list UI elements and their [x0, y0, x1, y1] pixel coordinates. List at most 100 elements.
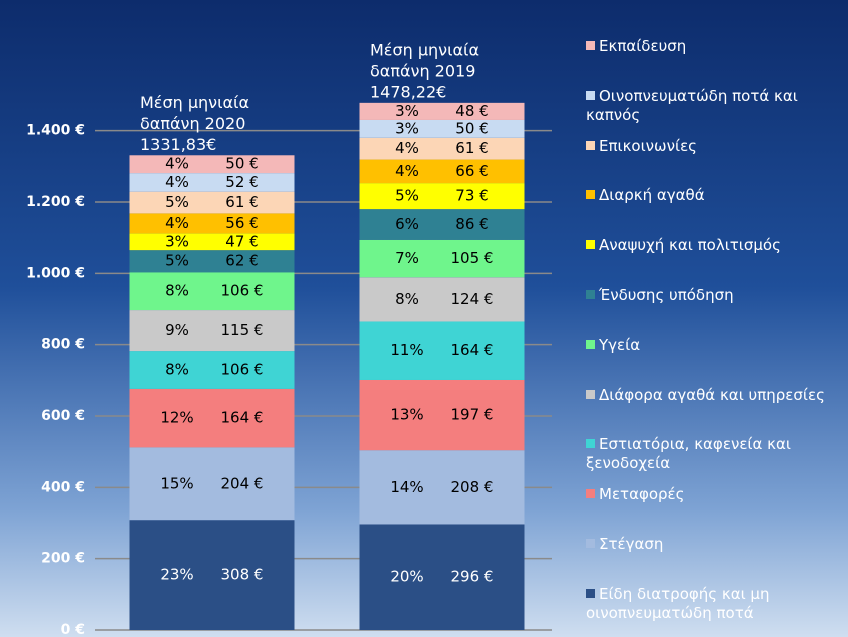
percent-label: 8% [165, 360, 189, 378]
legend-label: Υγεία [599, 335, 641, 354]
percent-label: 4% [165, 155, 189, 173]
bar-segment [359, 321, 525, 380]
legend-label: Επικοινωνίες [599, 136, 697, 155]
legend-swatch [586, 389, 595, 399]
legend-item: Είδη διατροφής και μη οινοπνευματώδη ποτ… [586, 585, 844, 623]
legend-item: Επικοινωνίες [586, 137, 844, 156]
percent-label: 20% [390, 568, 423, 586]
percent-label: 7% [395, 249, 419, 267]
y-tick-label: 0 € [61, 622, 85, 637]
percent-label: 23% [160, 566, 193, 584]
value-label: 86 € [455, 215, 488, 233]
legend-swatch [586, 240, 595, 250]
bar-segment [359, 137, 525, 160]
legend-item: Διάφορα αγαθά και υπηρεσίες [586, 386, 844, 405]
value-label: 164 € [221, 409, 264, 427]
legend-swatch [586, 140, 595, 150]
legend-item: Μεταφορές [586, 485, 844, 504]
bar-segment [359, 450, 525, 525]
percent-label: 5% [165, 252, 189, 270]
legend-item: Εκπαίδευση [586, 37, 844, 56]
legend-swatch [586, 588, 595, 598]
value-label: 66 € [455, 162, 488, 180]
bar-segment [129, 213, 295, 234]
percent-label: 15% [160, 474, 193, 492]
bar-segment [129, 388, 295, 448]
bar-segment [359, 159, 525, 184]
value-label: 197 € [451, 406, 494, 424]
y-tick-label: 1.200 € [26, 194, 85, 210]
value-label: 208 € [451, 478, 494, 496]
value-label: 61 € [455, 139, 488, 157]
category-label: δαπάνη 2019 [370, 61, 475, 80]
y-tick-label: 600 € [41, 408, 85, 424]
legend-label: Διάφορα αγαθά και υπηρεσίες [599, 385, 825, 404]
category-label: δαπάνη 2020 [140, 114, 245, 133]
percent-label: 4% [395, 139, 419, 157]
legend-item: Οινοπνευματώδη ποτά και καπνός [586, 87, 844, 125]
category-label: Μέση μηνιαία [140, 93, 249, 112]
percent-label: 6% [395, 215, 419, 233]
y-tick-label: 400 € [41, 479, 85, 495]
percent-label: 4% [165, 173, 189, 191]
percent-label: 3% [395, 119, 419, 137]
value-label: 204 € [221, 474, 264, 492]
legend-item: Υγεία [586, 336, 844, 355]
value-label: 164 € [451, 341, 494, 359]
value-label: 47 € [225, 232, 258, 250]
legend-label: Εστιατόρια, καφενεία και ξενοδοχεία [586, 435, 791, 473]
value-label: 56 € [225, 214, 258, 232]
bar-segment [129, 233, 295, 251]
value-label: 106 € [221, 360, 264, 378]
bar-segment [129, 520, 295, 630]
bar-segment [359, 119, 525, 138]
value-label: 73 € [455, 187, 488, 205]
legend-label: Εκπαίδευση [599, 37, 687, 55]
value-label: 52 € [225, 173, 258, 191]
value-label: 62 € [225, 252, 258, 270]
legend-label: Αναψυχή και πολιτισμός [599, 236, 781, 255]
percent-label: 9% [165, 321, 189, 339]
legend-swatch [586, 489, 595, 499]
legend-label: Είδη διατροφής και μη οινοπνευματώδη ποτ… [586, 584, 770, 622]
legend-swatch [586, 90, 595, 100]
value-label: 48 € [455, 102, 488, 120]
bar-segment [129, 272, 295, 311]
legend-swatch [586, 339, 595, 349]
legend-swatch [586, 290, 595, 299]
legend-item: Εστιατόρια, καφενεία και ξενοδοχεία [586, 435, 844, 473]
value-label: 106 € [221, 282, 264, 300]
legend-label: Στέγαση [599, 535, 664, 553]
percent-label: 3% [395, 102, 419, 120]
bar-segment [129, 447, 295, 521]
category-label: Μέση μηνιαία [370, 40, 479, 59]
percent-label: 8% [395, 290, 419, 308]
bar-segment [129, 250, 295, 273]
legend-item: Ένδυσης υπόδηση [586, 286, 844, 305]
legend-item: Διαρκή αγαθά [586, 186, 844, 205]
value-label: 50 € [455, 119, 488, 137]
legend-swatch [586, 439, 595, 449]
bar-segment [129, 310, 295, 352]
percent-label: 12% [160, 409, 193, 427]
value-label: 124 € [451, 290, 494, 308]
value-label: 296 € [451, 568, 494, 586]
legend-item: Αναψυχή και πολιτισμός [586, 236, 844, 255]
legend-label: Ένδυσης υπόδηση [599, 286, 734, 304]
legend-swatch [586, 41, 595, 50]
bar-segment [359, 183, 525, 210]
value-label: 50 € [225, 155, 258, 173]
percent-label: 4% [165, 214, 189, 232]
bar-segment [129, 173, 295, 192]
value-label: 308 € [221, 566, 264, 584]
bar-segment [359, 209, 525, 240]
legend-item: Στέγαση [586, 535, 844, 554]
legend-swatch [586, 190, 595, 200]
percent-label: 3% [165, 232, 189, 250]
value-label: 115 € [221, 321, 264, 339]
percent-label: 8% [165, 282, 189, 300]
percent-label: 5% [395, 187, 419, 205]
y-tick-label: 1.000 € [26, 265, 85, 281]
bar-segment [359, 524, 525, 630]
